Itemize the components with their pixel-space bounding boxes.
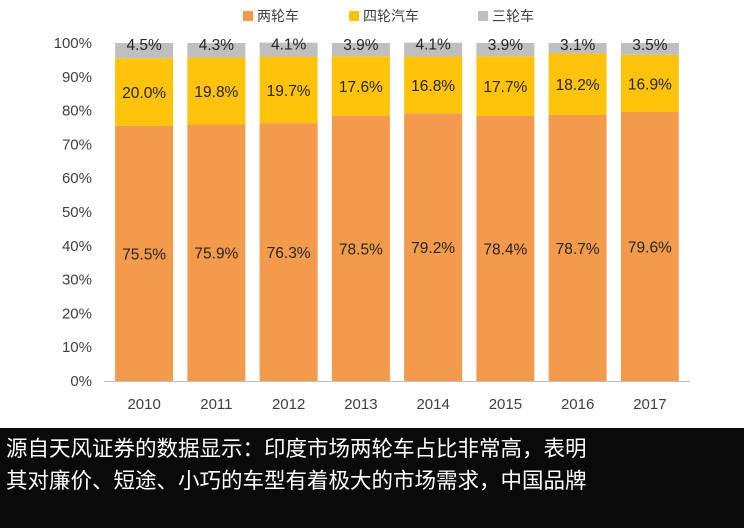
bar-segment-1 bbox=[548, 114, 607, 381]
x-tick-label: 2012 bbox=[272, 396, 305, 413]
data-label: 16.9% bbox=[628, 76, 672, 93]
caption-panel: 源自天风证券的数据显示：印度市场两轮车占比非常高，表明 其对廉价、短途、小巧的车… bbox=[0, 428, 744, 528]
data-label: 4.1% bbox=[415, 37, 451, 54]
data-label: 76.3% bbox=[267, 245, 311, 262]
y-tick-label: 20% bbox=[62, 305, 92, 322]
data-label: 18.2% bbox=[556, 77, 600, 94]
data-label: 3.9% bbox=[343, 37, 379, 54]
bar-segment-1 bbox=[331, 115, 390, 382]
caption-line-1: 源自天风证券的数据显示：印度市场两轮车占比非常高，表明 bbox=[6, 437, 587, 462]
y-tick-label: 100% bbox=[54, 35, 92, 52]
bar-segment-2 bbox=[259, 56, 318, 124]
y-tick-label: 10% bbox=[62, 339, 92, 356]
bar-segment-3 bbox=[404, 42, 463, 57]
data-label: 75.5% bbox=[122, 246, 166, 263]
bar-segment-2 bbox=[187, 57, 246, 125]
bar-segment-1 bbox=[404, 113, 463, 381]
data-label: 78.5% bbox=[339, 241, 383, 258]
y-tick-label: 40% bbox=[62, 238, 92, 255]
bar-segment-3 bbox=[548, 43, 607, 54]
x-tick-label: 2013 bbox=[344, 396, 377, 413]
x-tick-label: 2014 bbox=[416, 396, 449, 413]
y-tick-label: 80% bbox=[62, 103, 92, 120]
x-tick-label: 2011 bbox=[200, 396, 232, 413]
data-label: 3.1% bbox=[560, 37, 596, 54]
bar-segment-2 bbox=[331, 56, 390, 116]
data-label: 20.0% bbox=[122, 85, 166, 102]
data-label: 17.6% bbox=[339, 79, 383, 96]
y-tick-label: 30% bbox=[62, 272, 92, 289]
bar-segment-2 bbox=[115, 58, 174, 126]
data-label: 19.8% bbox=[194, 84, 238, 101]
bar-segment-2 bbox=[404, 56, 463, 114]
bar-segment-1 bbox=[620, 111, 679, 382]
chart-canvas: 0% 10% 20% 30% 40% 50% 60% 70% 80% 90% 100% 75.5% 20… bbox=[54, 8, 690, 413]
bar-segment-1 bbox=[259, 123, 318, 381]
bar-segment-3 bbox=[476, 43, 535, 57]
data-label: 79.6% bbox=[628, 239, 672, 256]
stacked-bar-chart: 0% 10% 20% 30% 40% 50% 60% 70% 80% 90% 100% 75.5% 20… bbox=[54, 8, 690, 413]
x-tick-label: 2017 bbox=[633, 396, 666, 413]
data-label: 3.9% bbox=[488, 37, 524, 54]
bar-segment-3 bbox=[331, 43, 390, 57]
bar-segment-2 bbox=[548, 53, 607, 115]
y-tick-label: 60% bbox=[62, 170, 92, 187]
bar-segment-3 bbox=[115, 43, 174, 59]
legend-label: 两轮车 bbox=[257, 8, 299, 25]
bar-segment-3 bbox=[187, 43, 246, 58]
legend-swatch bbox=[478, 11, 488, 21]
bar-segment-1 bbox=[187, 124, 246, 381]
legend-swatch bbox=[243, 11, 253, 21]
legend-label: 四轮汽车 bbox=[363, 8, 419, 25]
bar-segment-2 bbox=[620, 54, 679, 112]
data-label: 17.7% bbox=[483, 79, 527, 96]
x-tick-label: 2015 bbox=[489, 396, 522, 413]
data-label: 78.4% bbox=[483, 242, 527, 259]
data-label: 4.5% bbox=[126, 37, 162, 54]
data-label: 19.7% bbox=[267, 83, 311, 100]
y-tick-label: 70% bbox=[62, 136, 92, 153]
bar-segment-2 bbox=[476, 56, 535, 117]
x-tick-label: 2010 bbox=[127, 396, 160, 413]
data-label: 4.3% bbox=[199, 37, 235, 54]
data-label: 4.1% bbox=[271, 37, 307, 54]
data-label: 79.2% bbox=[411, 240, 455, 257]
caption-line-2: 其对廉价、短途、小巧的车型有着极大的市场需求，中国品牌 bbox=[6, 469, 587, 494]
y-tick-label: 90% bbox=[62, 69, 92, 86]
x-tick-label: 2016 bbox=[561, 396, 594, 413]
bar-segment-3 bbox=[259, 42, 318, 57]
y-tick-label: 0% bbox=[70, 373, 92, 390]
data-label: 78.7% bbox=[556, 241, 600, 258]
legend-swatch bbox=[349, 11, 359, 21]
bar-segment-1 bbox=[115, 125, 174, 381]
y-tick-label: 50% bbox=[62, 204, 92, 221]
data-label: 75.9% bbox=[194, 246, 238, 263]
data-label: 16.8% bbox=[411, 78, 455, 95]
data-label: 3.5% bbox=[632, 37, 668, 54]
bar-segment-3 bbox=[620, 43, 679, 55]
legend-label: 三轮车 bbox=[492, 8, 534, 25]
bar-segment-1 bbox=[476, 116, 535, 382]
